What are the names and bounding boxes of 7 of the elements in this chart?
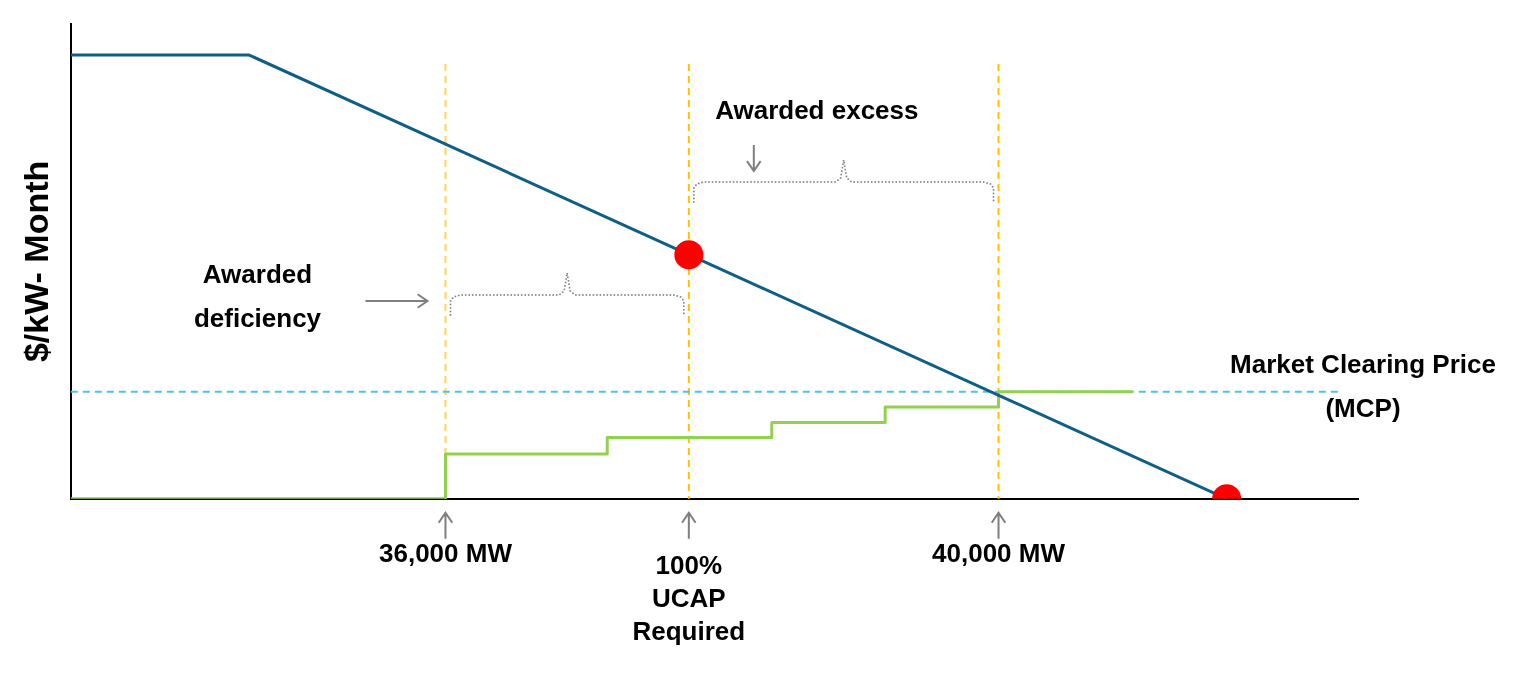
ref-line-label: Market Clearing Price (MCP) (1230, 349, 1496, 424)
annotation: Awarded deficiency (193, 259, 322, 334)
ref-line-label: 100% UCAP Required (632, 549, 746, 646)
x-tick-label: 40,000 MW (932, 537, 1066, 568)
annotation: Awarded excess (715, 95, 919, 126)
x-tick-label: 36,000 MW (379, 537, 513, 568)
y-axis-title: $/kW- Month (16, 160, 55, 363)
